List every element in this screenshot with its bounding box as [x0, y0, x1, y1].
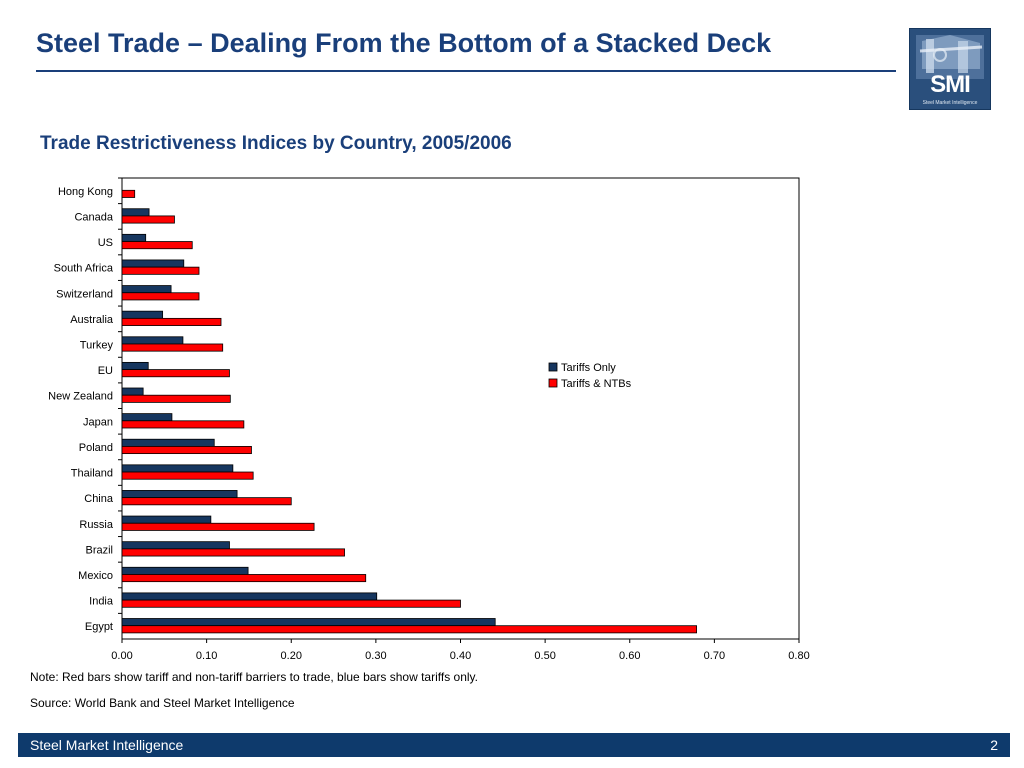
bar-tariffs-ntbs: [121, 343, 224, 352]
legend-swatch: [548, 378, 558, 388]
bar-tariffs-only: [121, 259, 185, 268]
y-tick-label: Russia: [79, 519, 114, 531]
bar-tariffs-only: [121, 541, 230, 550]
y-tick-label: Canada: [74, 211, 113, 223]
bar-tariffs-only: [121, 618, 496, 627]
legend-label: Tariffs & NTBs: [561, 378, 632, 390]
bar-tariffs-ntbs: [121, 625, 698, 634]
bar-tariffs-ntbs: [121, 317, 222, 326]
bar-tariffs-ntbs: [121, 574, 367, 583]
x-tick-label: 0.70: [704, 650, 725, 662]
bar-tariffs-only: [121, 361, 149, 370]
y-tick-label: China: [84, 493, 114, 505]
bar-tariffs-ntbs: [121, 292, 200, 301]
legend-swatch: [548, 362, 558, 372]
y-tick-label: US: [98, 237, 113, 249]
bar-tariffs-ntbs: [121, 189, 136, 198]
bar-tariffs-ntbs: [121, 420, 245, 429]
x-tick-label: 0.50: [534, 650, 555, 662]
x-tick-label: 0.30: [365, 650, 386, 662]
bar-tariffs-ntbs: [121, 471, 254, 480]
y-tick-label: Australia: [70, 314, 114, 326]
logo-subtitle: Steel Market Intelligence: [922, 100, 978, 106]
x-tick-label: 0.60: [619, 650, 640, 662]
y-tick-label: Hong Kong: [58, 186, 113, 198]
x-tick-label: 0.80: [788, 650, 809, 662]
x-tick-label: 0.40: [450, 650, 471, 662]
bar-tariffs-only: [121, 438, 215, 447]
bar-tariffs-only: [121, 566, 249, 575]
bar-tariffs-ntbs: [121, 241, 193, 250]
bar-tariffs-ntbs: [121, 446, 252, 455]
bar-tariffs-only: [121, 336, 184, 345]
bar-tariffs-only: [121, 233, 147, 242]
bar-tariffs-only: [121, 310, 164, 319]
bar-tariffs-only: [121, 208, 150, 217]
bar-tariffs-ntbs: [121, 266, 200, 275]
legend-label: Tariffs Only: [561, 362, 616, 374]
slide-title: Steel Trade – Dealing From the Bottom of…: [36, 28, 772, 58]
y-tick-label: Thailand: [71, 468, 113, 480]
y-tick-label: New Zealand: [48, 391, 113, 403]
x-tick-label: 0.20: [281, 650, 302, 662]
bar-tariffs-ntbs: [121, 369, 230, 378]
bar-tariffs-ntbs: [121, 599, 461, 608]
x-tick-label: 0.10: [196, 650, 217, 662]
bar-tariffs-only: [121, 592, 378, 601]
y-tick-label: Switzerland: [56, 288, 113, 300]
bar-tariffs-ntbs: [121, 522, 315, 531]
bar-tariffs-only: [121, 285, 172, 294]
chart-note: Note: Red bars show tariff and non-tarif…: [30, 670, 479, 684]
page-number: 2: [990, 737, 998, 753]
chart-title: Trade Restrictiveness Indices by Country…: [40, 133, 512, 154]
bar-tariffs-only: [121, 515, 212, 524]
y-tick-label: Egypt: [85, 621, 113, 633]
y-tick-label: Japan: [83, 416, 113, 428]
y-tick-label: Poland: [79, 442, 113, 454]
logo-text: SMI: [930, 71, 971, 98]
x-tick-label: 0.00: [111, 650, 132, 662]
footer-bar: Steel Market Intelligence 2: [18, 733, 1010, 757]
y-tick-label: Brazil: [85, 544, 113, 556]
bar-tariffs-ntbs: [121, 215, 175, 224]
chart-source: Source: World Bank and Steel Market Inte…: [30, 696, 295, 710]
y-tick-label: Mexico: [78, 570, 113, 582]
smi-logo: SMI Steel Market Intelligence: [909, 28, 991, 110]
bar-tariffs-only: [121, 387, 144, 396]
steel-structure-icon: [916, 35, 984, 79]
bar-tariffs-ntbs: [121, 394, 231, 403]
bar-tariffs-ntbs: [121, 497, 292, 506]
y-tick-label: Turkey: [80, 339, 114, 351]
bar-tariffs-only: [121, 490, 238, 499]
y-tick-label: India: [89, 596, 114, 608]
y-tick-label: South Africa: [54, 263, 114, 275]
bar-tariffs-only: [121, 413, 173, 422]
title-divider: [36, 70, 896, 72]
bar-tariffs-only: [121, 464, 234, 473]
footer-company: Steel Market Intelligence: [30, 737, 184, 753]
y-tick-label: EU: [98, 365, 113, 377]
bar-tariffs-ntbs: [121, 548, 345, 557]
